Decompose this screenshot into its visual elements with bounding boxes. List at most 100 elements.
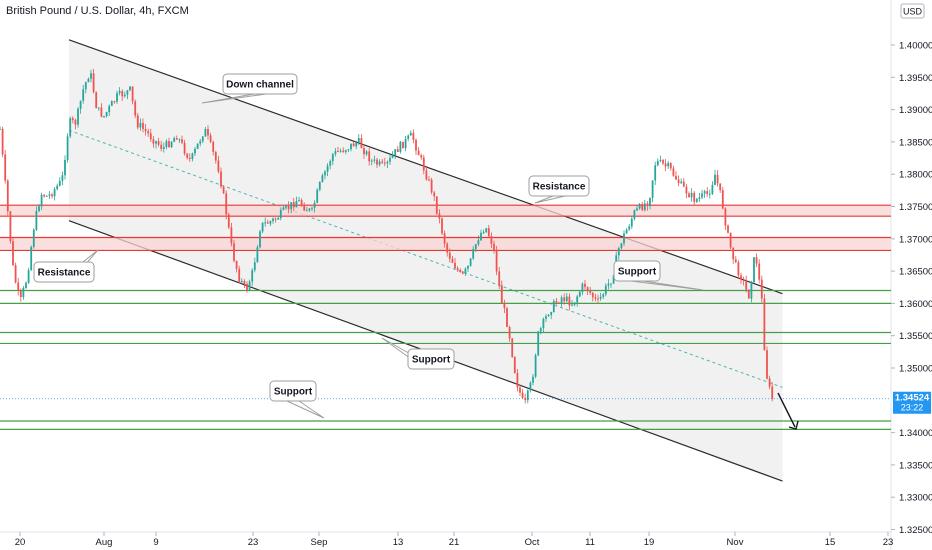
resistance-zone-1 (0, 205, 891, 217)
candle-body (53, 189, 56, 197)
candle-body (630, 218, 633, 227)
callout-resistance-left: Resistance (33, 249, 99, 283)
candle-body (604, 285, 607, 295)
candle-body (714, 174, 716, 186)
candle-body (503, 302, 506, 309)
candle-body (721, 190, 724, 209)
candle-body (669, 162, 672, 169)
candle-body (51, 194, 53, 197)
candle-body (22, 288, 25, 298)
projection-arrow-head (788, 420, 799, 430)
candle-body (412, 132, 415, 140)
candle-body (383, 162, 386, 164)
y-tick-label: 1.33500 (899, 460, 932, 471)
candle-body (464, 268, 467, 274)
candle-body (534, 355, 537, 377)
candle-body (12, 241, 14, 266)
candle-body (61, 175, 64, 181)
candle-body (181, 139, 183, 143)
candle-body (152, 139, 155, 144)
candle-body (695, 198, 698, 202)
candle-body (740, 275, 742, 280)
candle-body (654, 165, 657, 181)
y-tick-label: 1.35000 (899, 364, 932, 375)
x-tick-label: 23 (248, 537, 259, 548)
callout-resistance-left-box (33, 261, 95, 283)
candle-body (363, 147, 365, 155)
candle-body (607, 283, 610, 286)
candle-body (623, 233, 625, 244)
candle-body (589, 290, 592, 293)
currency-label[interactable]: USD (900, 3, 925, 19)
candle-body (58, 180, 61, 186)
candle-body (732, 247, 735, 260)
candle-body (672, 168, 675, 176)
candle-body (357, 137, 360, 144)
candle-body (680, 181, 683, 184)
candle-body (724, 208, 727, 226)
callout-support-right-pointer (630, 280, 704, 291)
candle-body (149, 133, 152, 140)
candle-body (591, 292, 594, 298)
candle-body (675, 175, 677, 180)
candle-body (142, 122, 144, 129)
channel-fill (69, 39, 783, 482)
candle-body (560, 297, 563, 303)
candle-body (313, 202, 316, 208)
candle-body (25, 282, 27, 289)
candle-body (134, 101, 137, 116)
candle-body (136, 115, 139, 128)
candle-body (550, 312, 553, 316)
candle-body (742, 279, 745, 281)
callout-support-right: Support (613, 260, 704, 291)
candle-body (240, 281, 243, 283)
candle-body (87, 78, 90, 83)
candle-body (435, 196, 438, 214)
candle-body (573, 302, 576, 305)
x-tick-label: 13 (393, 537, 404, 548)
candle-body (716, 174, 719, 184)
candle-body (131, 86, 134, 102)
callout-resistance-left-label: Resistance (38, 268, 91, 279)
candle-body (576, 296, 579, 303)
candle-body (121, 90, 124, 97)
candle-body (701, 193, 703, 198)
callout-down-channel-box (222, 73, 298, 95)
candle-body (597, 298, 599, 300)
candle-body (409, 132, 412, 136)
candle-body (508, 326, 511, 339)
candle-body (529, 382, 532, 391)
candle-body (207, 129, 209, 136)
candle-body (719, 183, 722, 191)
candle-body (287, 206, 290, 209)
candle-body (417, 150, 420, 156)
annotations-layer: Down channel Resistance Resistance Support S… (33, 73, 799, 430)
candle-body (425, 170, 428, 180)
candle-body (365, 151, 368, 155)
candle-body (129, 86, 131, 91)
candle-body (303, 205, 306, 211)
y-tick-label: 1.36000 (899, 299, 932, 310)
candle-body (222, 186, 225, 194)
candle-body (178, 139, 181, 141)
candle-body (446, 243, 449, 253)
candle-body (201, 136, 204, 142)
candle-body (537, 331, 540, 356)
candle-body (305, 210, 308, 212)
candle-body (532, 376, 534, 383)
candle-body (220, 171, 222, 187)
candle-body (526, 390, 529, 401)
candle-body (474, 244, 477, 250)
candle-body (92, 73, 95, 93)
chart-title: British Pound / U.S. Dollar, 4h, FXCM (6, 5, 189, 17)
candle-body (498, 271, 501, 286)
candle-body (74, 119, 77, 125)
channel-midline (68, 129, 783, 388)
candle-body (6, 180, 9, 212)
candle-body (656, 160, 659, 166)
candle-body (0, 128, 1, 130)
callout-support-right-box (613, 260, 661, 282)
candle-body (144, 128, 147, 132)
